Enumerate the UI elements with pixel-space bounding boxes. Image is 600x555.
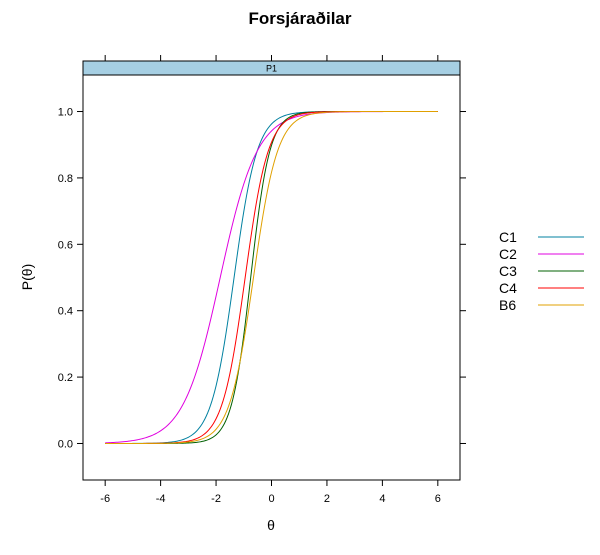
chart-title: Forsjáraðilar bbox=[249, 9, 352, 28]
x-tick-label: 4 bbox=[379, 493, 385, 505]
series-line-c3 bbox=[105, 111, 438, 444]
x-axis: -6 -4 -2 0 2 4 6 bbox=[100, 55, 441, 505]
x-axis-label: θ bbox=[267, 517, 275, 533]
y-tick-label: 0.0 bbox=[58, 438, 73, 450]
y-tick-label: 0.4 bbox=[58, 306, 73, 318]
x-tick-label: 2 bbox=[324, 493, 330, 505]
legend-label-b6: B6 bbox=[499, 297, 516, 313]
series-line-c4 bbox=[105, 111, 438, 444]
y-tick-label: 0.6 bbox=[58, 239, 73, 251]
legend-label-c1: C1 bbox=[499, 229, 517, 245]
series-line-b6 bbox=[105, 111, 438, 444]
curves-group bbox=[105, 111, 438, 444]
x-tick-label: 6 bbox=[435, 493, 441, 505]
y-axis-label: P(θ) bbox=[19, 264, 35, 290]
y-tick-label: 0.2 bbox=[58, 372, 73, 384]
legend-label-c2: C2 bbox=[499, 246, 517, 262]
series-line-c2 bbox=[105, 111, 438, 444]
series-line-c1 bbox=[105, 111, 438, 444]
y-tick-label: 0.8 bbox=[58, 173, 73, 185]
y-tick-label: 1.0 bbox=[58, 107, 73, 119]
x-tick-label: -4 bbox=[156, 493, 166, 505]
x-tick-label: -2 bbox=[211, 493, 221, 505]
legend-label-c4: C4 bbox=[499, 280, 517, 296]
panel-strip-label: P1 bbox=[266, 64, 277, 74]
x-tick-label: 0 bbox=[268, 493, 274, 505]
plot-frame bbox=[82, 74, 461, 481]
y-axis: 0.0 0.2 0.4 0.6 0.8 1.0 bbox=[58, 107, 466, 450]
legend-label-c3: C3 bbox=[499, 263, 517, 279]
x-tick-label: -6 bbox=[100, 493, 110, 505]
